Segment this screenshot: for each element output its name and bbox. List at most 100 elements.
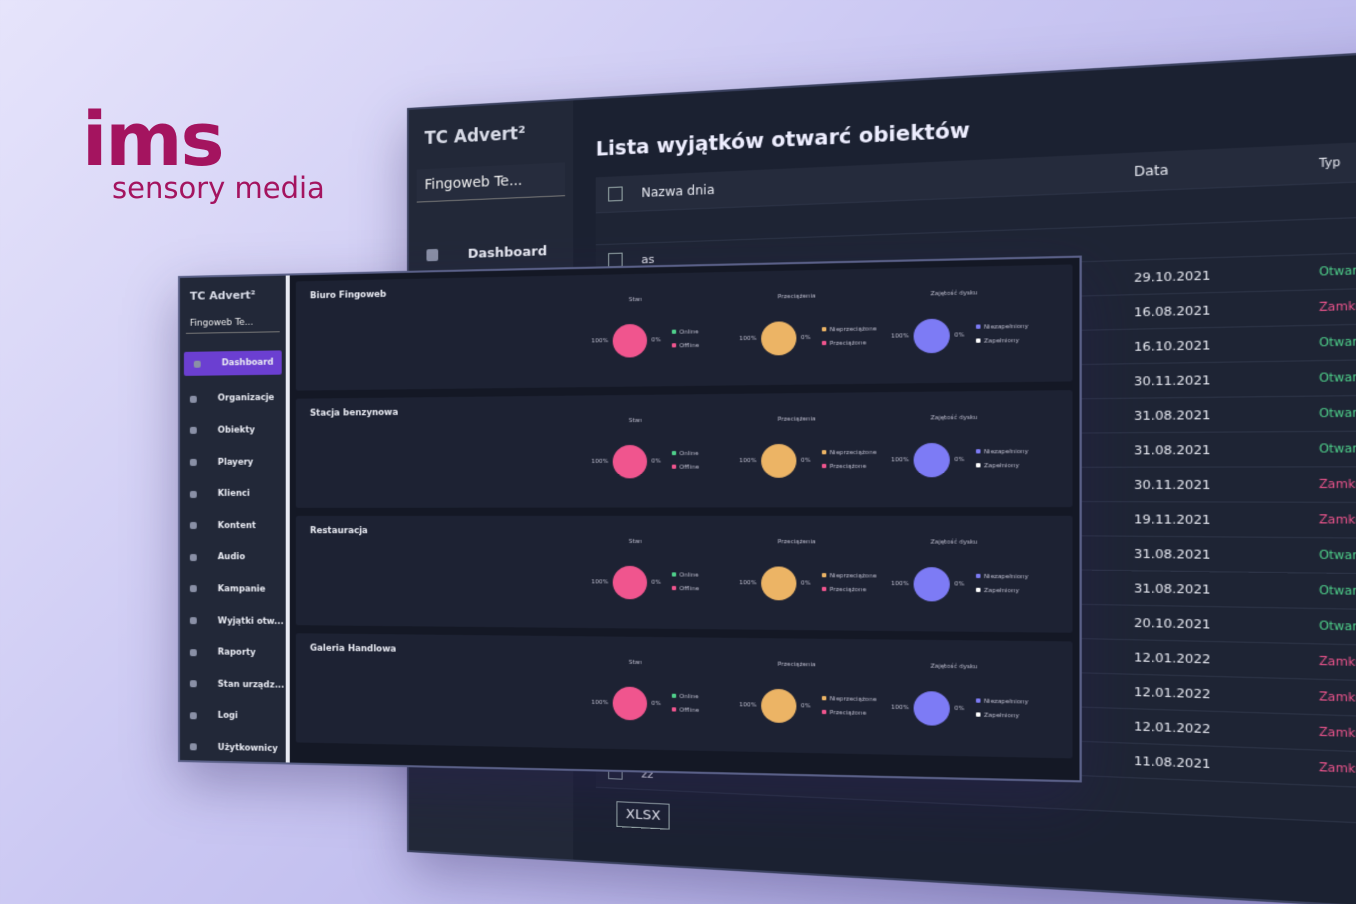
nav-item[interactable]: Użytkownicy [180, 731, 286, 765]
widget-title: Zajętość dysku [930, 414, 978, 422]
logo-mark: ims [82, 97, 225, 183]
column-header[interactable]: Typ [1319, 156, 1341, 170]
legend-entry: Przeciążone [821, 709, 867, 717]
legend-swatch [975, 698, 981, 703]
nav-item[interactable]: Organizacje [180, 382, 286, 415]
nav-item[interactable]: Audio [180, 542, 286, 574]
org-select[interactable]: Fingoweb Te... [416, 162, 566, 203]
widget-title: Przeciążenia [777, 661, 816, 669]
legend-label: Nieprzeciążone [829, 326, 877, 334]
nav-item[interactable]: Logi [180, 700, 286, 734]
pie [913, 442, 950, 478]
nav-item[interactable]: Klienci [180, 478, 286, 510]
legend-label: Online [679, 329, 699, 336]
pie-label: 0% [800, 334, 811, 342]
legend-entry: Offline [671, 707, 699, 715]
pie-label: 100% [739, 580, 757, 587]
widget-title: Przeciążenia [777, 539, 816, 546]
pie-label: 100% [591, 458, 609, 465]
pie-widget: Przeciążenia 100% 0% Nieprzeciążone Przeciąż… [739, 292, 894, 379]
legend-entry: Zapełniony [975, 338, 1019, 345]
legend-entry: Nieprzeciążone [821, 573, 877, 580]
pie-widget: Przeciążenia 100% 0% Nieprzeciążone Przeciąż… [739, 416, 894, 502]
cell: Otwarcie [1319, 442, 1356, 456]
legend-swatch [671, 572, 677, 577]
pie-label: 0% [800, 580, 811, 587]
cell: Otwarcie [1319, 371, 1356, 385]
legend-swatch [821, 450, 827, 455]
nav-item[interactable]: Stan urządz... [180, 668, 286, 701]
cell: 16.10.2021 [1133, 337, 1211, 354]
cell: 31.08.2021 [1133, 546, 1211, 562]
pie-label: 100% [891, 333, 909, 340]
legend-swatch [671, 585, 677, 591]
pie-widget: Zajętość dysku 100% 0% Niezapełniony Zapełni… [891, 289, 1050, 377]
export-button[interactable]: XLSX [616, 801, 670, 830]
pie [612, 565, 648, 600]
legend-label: Zapełniony [983, 462, 1020, 470]
widget-title: Zajętość dysku [930, 539, 978, 546]
pie [913, 691, 950, 726]
legend-swatch [821, 463, 827, 469]
cell: Otwarcie [1319, 335, 1356, 350]
legend-label: Nieprzeciążone [829, 573, 877, 580]
legend-entry: Nieprzeciążone [821, 326, 877, 334]
cell: 19.11.2021 [1133, 511, 1211, 527]
pie-label: 100% [891, 580, 909, 588]
legend-entry: Niezapełniony [975, 573, 1029, 581]
legend-label: Przeciążone [829, 709, 867, 717]
legend-swatch [975, 712, 981, 717]
legend-entry: Przeciążone [821, 586, 866, 593]
legend-label: Offline [679, 707, 699, 715]
pie-label: 0% [800, 457, 811, 464]
pie-label: 0% [651, 337, 661, 344]
widget-title: Stan [628, 296, 643, 304]
legend-label: Offline [679, 585, 699, 593]
pie-label: 100% [591, 579, 609, 586]
pie-label: 0% [651, 700, 661, 708]
app-name: TC Advert² [424, 123, 526, 150]
legend-label: Niezapełniony [983, 448, 1029, 456]
legend-entry: Niezapełniony [975, 448, 1029, 456]
nav-item[interactable]: Wyjątki otw... [180, 605, 286, 638]
nav-item[interactable]: Playery [180, 446, 286, 478]
cell: 20.10.2021 [1133, 615, 1211, 632]
legend-entry: Offline [671, 342, 699, 350]
widget-title: Przeciążenia [777, 293, 816, 301]
legend-entry: Niezapełniony [975, 324, 1028, 331]
org-select[interactable]: Fingoweb Te... [185, 313, 280, 334]
legend-label: Nieprzeciążone [829, 696, 877, 704]
legend-swatch [975, 587, 981, 593]
pie-label: 100% [591, 338, 609, 345]
legend-label: Niezapełniony [983, 698, 1029, 706]
legend-label: Przeciążone [829, 340, 867, 348]
legend-entry: Niezapełniony [975, 698, 1029, 706]
widget-title: Zajętość dysku [930, 290, 978, 298]
pie [761, 443, 797, 478]
nav-item[interactable]: Kontent [180, 510, 286, 542]
column-header[interactable]: Data [1133, 162, 1169, 180]
nav-item[interactable]: Kampanie [180, 573, 286, 605]
legend-entry: Nieprzeciążone [821, 450, 877, 457]
checkbox[interactable] [608, 186, 623, 202]
front-screen: TC Advert² Fingoweb Te... Dashboard Organ… [178, 255, 1082, 783]
object-card: Galeria Handlowa Stan 100% 0% Online Offline P… [295, 633, 1073, 759]
logo-tagline: sensory media [112, 171, 325, 205]
nav-item[interactable]: Raporty [180, 636, 286, 669]
pie-label: 100% [591, 699, 609, 707]
legend-label: Offline [679, 342, 699, 350]
pie-widget: Przeciążenia 100% 0% Nieprzeciążone Przeciąż… [739, 539, 894, 625]
dashboard: Biuro Fingoweb Stan 100% 0% Online Offline Prz… [289, 257, 1080, 781]
nav-item[interactable]: Dashboard [183, 350, 282, 376]
legend-label: Niezapełniony [983, 573, 1029, 581]
legend-label: Zapełniony [983, 587, 1020, 595]
pie-label: 0% [954, 332, 965, 339]
cell: 30.11.2021 [1133, 477, 1211, 492]
cell: 31.08.2021 [1133, 442, 1211, 458]
pie-widget: Stan 100% 0% Online Offline [591, 539, 742, 623]
nav-item[interactable]: Obiekty [180, 414, 286, 447]
cell: Zamknięcie [1319, 690, 1356, 706]
legend-swatch [821, 586, 827, 592]
cell: Zamknięcie [1319, 726, 1356, 742]
